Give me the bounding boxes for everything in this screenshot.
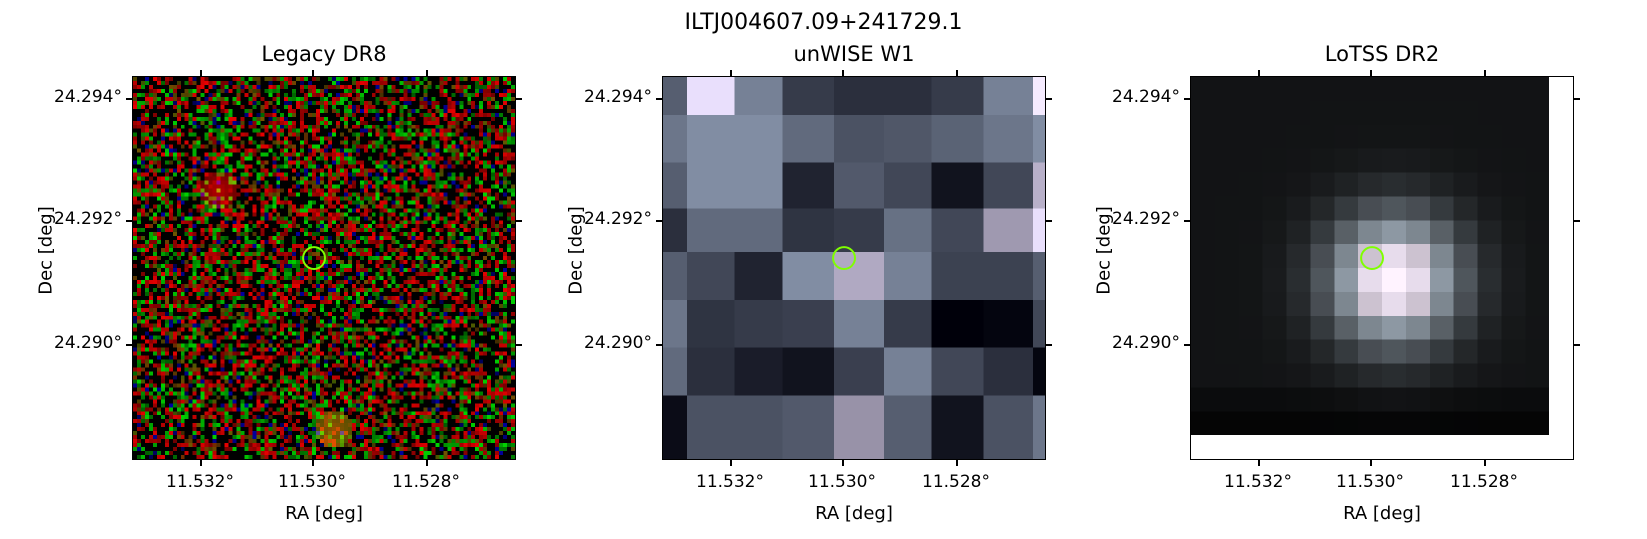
y-tick-right (1046, 220, 1052, 222)
x-tick-top (200, 70, 202, 76)
x-tick-top (730, 70, 732, 76)
image-frame (132, 76, 516, 460)
y-tick-right (516, 220, 522, 222)
y-tick-label: 24.294° (584, 87, 652, 107)
y-tick-label: 24.292° (54, 209, 122, 229)
y-tick-label: 24.290° (584, 333, 652, 353)
y-tick-label: 24.292° (1112, 209, 1180, 229)
y-tick (656, 344, 662, 346)
x-tick-top (426, 70, 428, 76)
y-tick (126, 344, 132, 346)
x-axis-label: RA [deg] (815, 503, 893, 524)
x-tick-label: 11.530° (808, 472, 876, 492)
y-tick-right (1574, 220, 1580, 222)
x-tick (842, 460, 844, 466)
y-tick (1184, 344, 1190, 346)
x-tick-top (956, 70, 958, 76)
x-axis-label: RA [deg] (285, 503, 363, 524)
y-tick-label: 24.292° (584, 209, 652, 229)
x-tick (426, 460, 428, 466)
y-tick-label: 24.290° (1112, 333, 1180, 353)
x-tick (730, 460, 732, 466)
image-frame (1190, 76, 1574, 460)
y-tick-right (516, 344, 522, 346)
x-tick (956, 460, 958, 466)
target-circle-icon (302, 246, 326, 270)
x-tick (1484, 460, 1486, 466)
x-tick-label: 11.532° (166, 472, 234, 492)
y-tick-right (1046, 344, 1052, 346)
x-tick-label: 11.532° (696, 472, 764, 492)
x-tick (312, 460, 314, 466)
x-tick-label: 11.530° (1336, 472, 1404, 492)
panel-title: Legacy DR8 (261, 42, 387, 66)
y-tick-right (1574, 344, 1580, 346)
cutout-image (663, 77, 1045, 459)
source-marker (832, 246, 856, 270)
x-tick-top (1258, 70, 1260, 76)
cutout-image (1191, 77, 1573, 459)
panel-title: unWISE W1 (793, 42, 915, 66)
y-tick-right (1046, 98, 1052, 100)
x-tick-label: 11.530° (278, 472, 346, 492)
source-marker (1360, 246, 1384, 270)
x-tick-top (1370, 70, 1372, 76)
image-frame (662, 76, 1046, 460)
x-tick (200, 460, 202, 466)
figure-title: ILTJ004607.09+241729.1 (684, 10, 963, 35)
y-tick (1184, 220, 1190, 222)
x-tick-top (312, 70, 314, 76)
cutout-image (133, 77, 515, 459)
source-marker (302, 246, 326, 270)
y-tick (656, 220, 662, 222)
x-tick-label: 11.528° (392, 472, 460, 492)
x-tick (1370, 460, 1372, 466)
target-circle-icon (1360, 246, 1384, 270)
y-tick (126, 98, 132, 100)
x-tick-label: 11.528° (922, 472, 990, 492)
x-tick (1258, 460, 1260, 466)
y-tick-right (516, 98, 522, 100)
y-tick (126, 220, 132, 222)
x-tick-top (1484, 70, 1486, 76)
target-circle-icon (832, 246, 856, 270)
y-tick-label: 24.290° (54, 333, 122, 353)
x-tick-label: 11.532° (1224, 472, 1292, 492)
y-tick-label: 24.294° (1112, 87, 1180, 107)
y-tick (656, 98, 662, 100)
x-tick-top (842, 70, 844, 76)
y-tick-label: 24.294° (54, 87, 122, 107)
y-tick-right (1574, 98, 1580, 100)
x-axis-label: RA [deg] (1343, 503, 1421, 524)
panel-title: LoTSS DR2 (1324, 42, 1440, 66)
y-tick (1184, 98, 1190, 100)
x-tick-label: 11.528° (1450, 472, 1518, 492)
